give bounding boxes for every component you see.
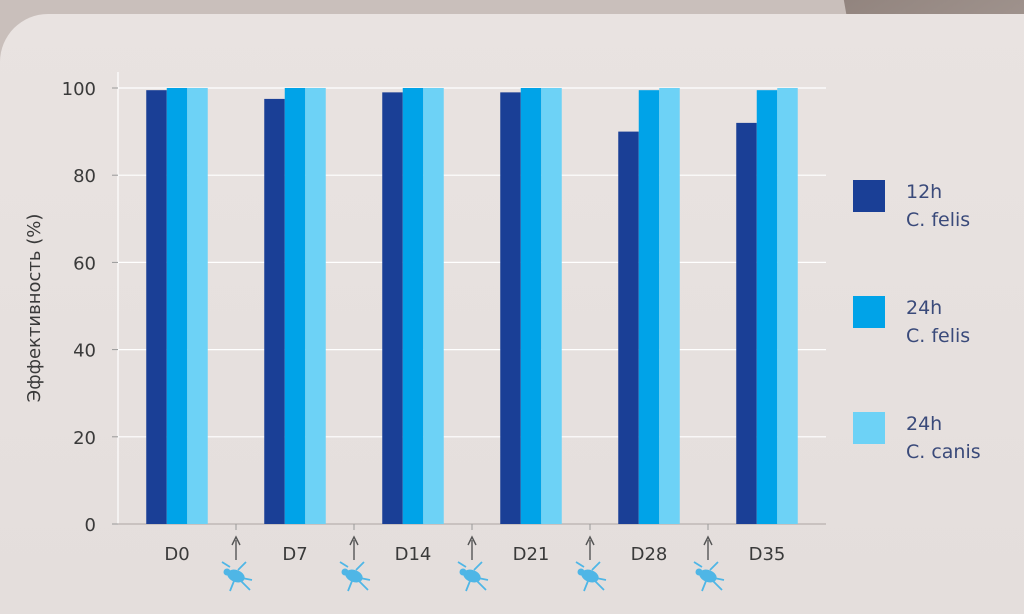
infestation-marker [221,535,253,592]
bar-d21-series-1 [500,92,521,525]
bar-d35-series-2 [756,90,778,525]
infestation-marker [457,535,489,592]
y-tick-label: 20 [73,428,96,449]
bar-d14-series-1 [382,92,403,525]
x-tick-label: D14 [395,544,432,565]
flea-icon [457,561,489,592]
bar-d0-series-3 [187,88,208,524]
legend-swatch [853,180,885,212]
y-tick-label: 80 [73,166,96,187]
bar-d14-series-2 [402,88,424,524]
flea-icon [339,561,371,592]
y-tick-label: 100 [62,79,96,100]
bar-d35-series-1 [736,122,757,524]
y-tick-label: 60 [73,253,96,274]
infestation-marker [339,535,371,592]
flea-icon [693,561,725,592]
legend-label-line2: C. felis [906,325,970,347]
legend-label-line2: C. canis [906,441,981,463]
legend-swatch [853,296,885,328]
infestation-marker [693,535,725,592]
y-tick-label: 40 [73,341,96,362]
bar-d7-series-3 [305,88,326,524]
bar-d0-series-2 [166,88,188,524]
x-tick-label: D21 [513,544,550,565]
bar-d28-series-3 [659,88,680,524]
x-tick-label: D28 [631,544,668,565]
legend-label-line1: 12h [906,181,942,203]
arrow-head [585,535,595,546]
arrow-head [231,535,241,546]
legend-label-line1: 24h [906,297,942,319]
infestation-marker [575,535,607,592]
y-tick-labels: 0 20 40 60 80 100 [62,79,118,536]
bar-d28-series-1 [618,131,639,524]
arrow-head [703,535,713,546]
x-tick-label: D35 [749,544,786,565]
legend-label-line2: C. felis [906,209,970,231]
legend-swatch [853,412,885,444]
bar-d7-series-2 [284,88,306,524]
bar-d35-series-3 [777,88,798,524]
y-tick-label: 0 [85,515,96,536]
grid-lines [118,87,826,438]
infestation-markers [221,535,725,592]
legend-item: 24h C. canis [853,412,981,463]
flea-icon [221,561,253,592]
legend: 12h C. felis 24h C. felis 24h C. canis [853,180,981,463]
flea-icon [575,561,607,592]
legend-item: 12h C. felis [853,180,970,231]
x-tick-label: D7 [282,544,307,565]
arrow-head [349,535,359,546]
x-tick-label: D0 [164,544,189,565]
y-axis-label: Эффективность (%) [24,214,45,403]
axes [117,72,826,525]
bar-d21-series-2 [520,88,542,524]
bar-d21-series-3 [541,88,562,524]
x-tick-labels: D0 D7 D14 D21 D28 D35 [164,524,785,565]
legend-item: 24h C. felis [853,296,970,347]
bar-d7-series-1 [264,98,285,525]
bar-d28-series-2 [638,90,660,525]
legend-label-line1: 24h [906,413,942,435]
bar-d0-series-1 [146,90,167,525]
bar-d14-series-3 [423,88,444,524]
bars [146,88,798,525]
arrow-head [467,535,477,546]
